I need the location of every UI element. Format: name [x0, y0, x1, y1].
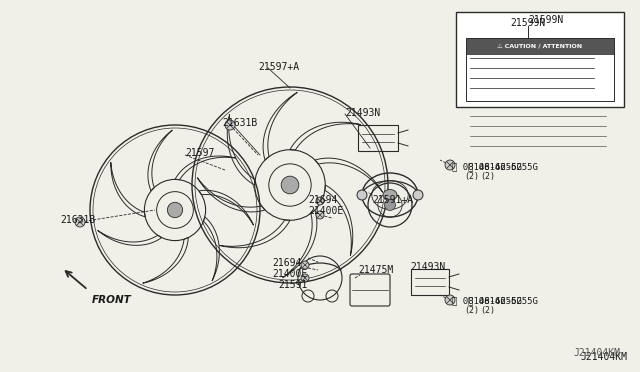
Bar: [466, 38, 614, 101]
Circle shape: [445, 295, 455, 305]
Text: (2): (2): [480, 306, 495, 315]
Circle shape: [385, 199, 396, 211]
Text: 21631B: 21631B: [60, 215, 95, 225]
Text: 21400E: 21400E: [272, 269, 307, 279]
Text: (2): (2): [464, 172, 479, 181]
Text: 21591+A: 21591+A: [372, 195, 413, 205]
Text: (2): (2): [464, 306, 479, 315]
Text: 21694: 21694: [272, 258, 301, 268]
Text: 21631B: 21631B: [222, 118, 257, 128]
Circle shape: [75, 217, 85, 227]
Text: 21493N: 21493N: [410, 262, 445, 272]
Bar: [456, 12, 624, 107]
Circle shape: [281, 176, 299, 194]
Circle shape: [301, 274, 309, 282]
Bar: [411, 269, 449, 295]
Circle shape: [357, 190, 367, 200]
Text: 21591: 21591: [278, 280, 307, 290]
Text: ⚠ CAUTION / ATTENTION: ⚠ CAUTION / ATTENTION: [497, 44, 582, 48]
Text: 21400E: 21400E: [308, 206, 343, 216]
Text: FRONT: FRONT: [92, 295, 132, 305]
Circle shape: [225, 120, 235, 130]
Text: 21599N: 21599N: [510, 18, 546, 28]
Circle shape: [413, 190, 423, 200]
Circle shape: [167, 202, 182, 218]
Text: 21493N: 21493N: [345, 108, 380, 118]
Text: 21475M: 21475M: [358, 265, 393, 275]
Text: Ⓑ 08146-6255G: Ⓑ 08146-6255G: [468, 296, 538, 305]
Bar: [466, 38, 614, 54]
Text: Ⓑ 08146-6255G: Ⓑ 08146-6255G: [452, 162, 522, 171]
Text: (2): (2): [480, 172, 495, 181]
Text: J21404KM: J21404KM: [573, 348, 620, 358]
Text: 21694: 21694: [308, 195, 337, 205]
Circle shape: [445, 160, 455, 170]
Text: 21597+A: 21597+A: [258, 62, 299, 72]
Bar: [358, 125, 398, 151]
Text: Ⓑ 08146-6255G: Ⓑ 08146-6255G: [452, 296, 522, 305]
Circle shape: [316, 197, 324, 205]
Ellipse shape: [383, 189, 397, 201]
Circle shape: [301, 261, 309, 269]
Text: Ⓑ 08146-6255G: Ⓑ 08146-6255G: [468, 162, 538, 171]
Text: J21404KM: J21404KM: [580, 352, 627, 362]
Circle shape: [316, 211, 324, 219]
Text: 21597: 21597: [185, 148, 214, 158]
Text: 21599N: 21599N: [528, 15, 563, 25]
